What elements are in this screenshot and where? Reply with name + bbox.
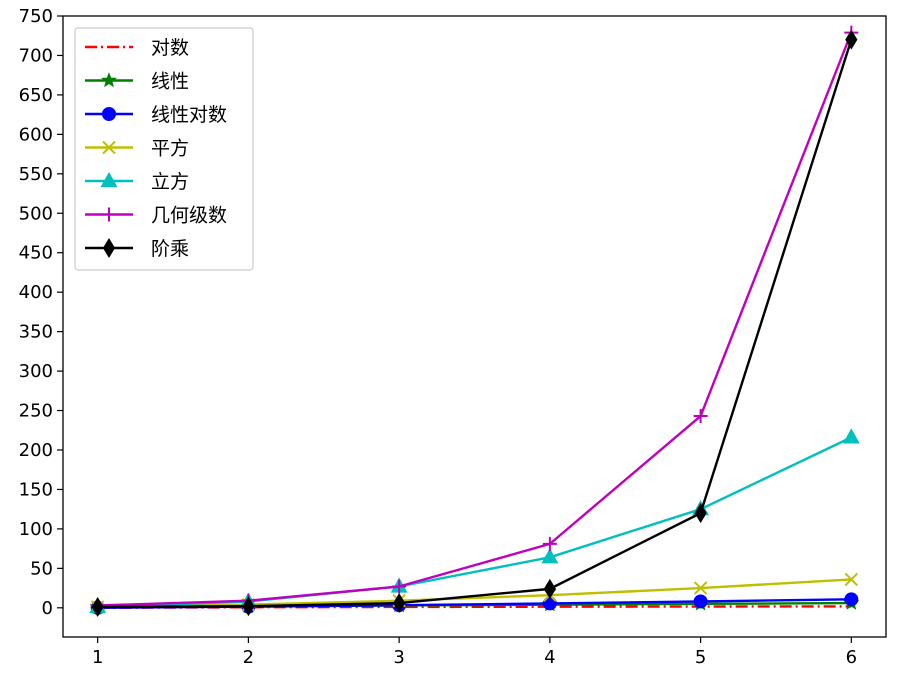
series-7 [91,29,858,617]
x-tick-label: 5 [695,647,706,668]
y-tick-label: 250 [19,401,53,422]
legend-label: 平方 [151,138,189,160]
legend-label: 线性 [151,71,189,93]
legend-entry: 对数 [85,37,189,59]
data-point [242,596,255,617]
x-tick-label: 4 [544,647,555,668]
y-tick-label: 400 [19,282,53,303]
data-point [543,578,556,599]
y-tick-label: 50 [30,558,53,579]
data-point [392,579,407,594]
x-tick-label: 3 [393,647,404,668]
legend-entry: 线性 [85,71,189,93]
y-tick-label: 0 [42,598,53,619]
y-tick-label: 550 [19,164,53,185]
data-point [842,428,860,444]
data-point [694,503,707,524]
legend-marker [102,107,116,121]
x-tick-label: 6 [846,647,857,668]
series-line [97,605,852,609]
y-tick-label: 150 [19,479,53,500]
legend-label: 几何级数 [151,205,227,227]
legend-marker [102,238,116,258]
y-tick-label: 650 [19,85,53,106]
data-point [693,581,708,595]
y-tick-label: 100 [19,519,53,540]
data-point [844,592,859,607]
legend-marker [102,207,116,222]
y-tick-label: 500 [19,203,53,224]
series-1 [97,605,852,609]
y-tick-label: 750 [19,6,53,27]
y-tick-label: 350 [19,322,53,343]
legend-entry: 立方 [85,171,189,193]
x-tick-label: 1 [92,647,103,668]
data-point [91,597,104,617]
y-tick-label: 200 [19,440,53,461]
plot-area [89,25,860,617]
data-point [541,548,559,564]
y-tick-label: 450 [19,243,53,264]
data-point [845,29,858,50]
data-point [393,593,406,614]
legend-label: 线性对数 [151,104,227,126]
y-tick-label: 600 [19,124,53,145]
data-point [693,594,708,609]
legend-entry: 几何级数 [85,205,227,227]
legend-marker [100,171,118,188]
legend-label: 立方 [151,171,189,193]
legend-marker [101,72,117,88]
data-point [542,536,557,551]
axes-frame [62,15,887,638]
legend-entry: 阶乘 [85,238,189,260]
y-tick-label: 300 [19,361,53,382]
legend-label: 对数 [151,37,189,59]
x-tick-label: 2 [243,647,254,668]
data-point [844,572,859,587]
legend-entry: 平方 [85,138,189,160]
legend-label: 阶乘 [151,238,189,260]
axes: 1 2 3 4 5 6 0 50 100 150 200 250 300 350 400 450 500 550 6… [19,6,887,668]
legend-entry: 线性对数 [85,104,227,126]
legend-marker [102,140,116,155]
series-line [97,32,853,607]
data-point [693,409,708,424]
series-line [97,578,852,609]
y-tick-label: 700 [19,45,53,66]
legend-box [74,27,254,271]
series-line [97,39,853,609]
